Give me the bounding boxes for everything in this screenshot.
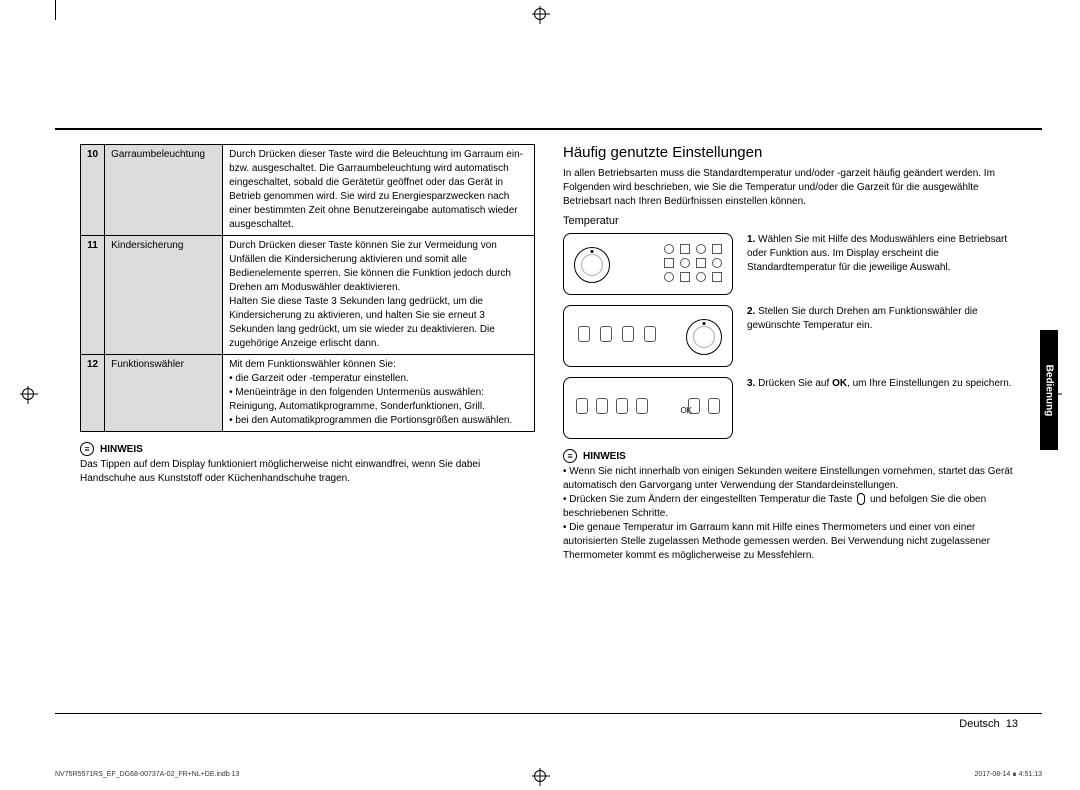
hinweis-text: Das Tippen auf dem Display funktioniert … <box>80 458 535 486</box>
step-number: 1. <box>747 234 755 245</box>
hinweis-heading: ≡ HINWEIS <box>80 442 535 456</box>
side-tab: Bedienung <box>1040 330 1058 450</box>
hinweis-label: HINWEIS <box>100 444 143 455</box>
register-mark-left <box>22 388 34 400</box>
section-heading: Häufig genutzte Einstellungen <box>563 144 1018 161</box>
display-icons <box>664 244 722 282</box>
row-number: 10 <box>81 145 105 236</box>
table-row: 11 Kindersicherung Durch Drücken dieser … <box>81 236 535 355</box>
page-columns: 10 Garraumbeleuchtung Durch Drücken dies… <box>80 144 1018 704</box>
thermometer-icon <box>857 493 865 505</box>
function-dial-icon <box>686 319 722 355</box>
row-number: 12 <box>81 355 105 432</box>
button-icons <box>576 398 648 414</box>
hinweis-heading: ≡ HINWEIS <box>563 449 1018 463</box>
button-icons <box>578 326 656 342</box>
step-body-pre: Drücken Sie auf <box>758 378 832 389</box>
note-icon: ≡ <box>563 449 577 463</box>
step-text: 1. Wählen Sie mit Hilfe des Moduswählers… <box>747 233 1018 275</box>
row-label: Funktionswähler <box>105 355 223 432</box>
table-row: 12 Funktionswähler Mit dem Funktionswähl… <box>81 355 535 432</box>
step-text: 2. Stellen Sie durch Drehen am Funktions… <box>747 305 1018 333</box>
control-panel-illustration <box>563 305 733 367</box>
controls-table: 10 Garraumbeleuchtung Durch Drücken dies… <box>80 144 535 432</box>
print-job-name: NV75R5571RS_EF_DG68-00737A-02_FR+NL+DE.i… <box>55 771 239 778</box>
button-icons <box>688 398 720 414</box>
step-row: 1. Wählen Sie mit Hilfe des Moduswählers… <box>563 233 1018 295</box>
control-panel-illustration: OK <box>563 377 733 439</box>
register-mark-bottom <box>534 770 546 782</box>
page-top-rule <box>55 128 1042 130</box>
list-item: Die genaue Temperatur im Garraum kann mi… <box>563 521 1018 563</box>
bullet-pre: Drücken Sie zum Ändern der eingestellten… <box>569 494 855 505</box>
list-item: bei den Automatikprogrammen die Portions… <box>229 414 528 428</box>
table-row: 10 Garraumbeleuchtung Durch Drücken dies… <box>81 145 535 236</box>
step-body: Stellen Sie durch Drehen am Funktionswäh… <box>747 306 978 331</box>
row-desc: Durch Drücken dieser Taste wird die Bele… <box>223 145 535 236</box>
footer-lang: Deutsch <box>959 718 999 730</box>
list-item: Menüeinträge in den folgenden Untermenüs… <box>229 386 528 414</box>
mode-dial-icon <box>574 247 610 283</box>
left-column: 10 Garraumbeleuchtung Durch Drücken dies… <box>80 144 535 704</box>
subheading-temperatur: Temperatur <box>563 215 1018 227</box>
step-body-post: , um Ihre Einstellungen zu speichern. <box>847 378 1012 389</box>
register-mark-top <box>534 8 546 20</box>
section-intro: In allen Betriebsarten muss die Standard… <box>563 167 1018 209</box>
ok-bold: OK <box>832 378 847 389</box>
right-column: Häufig genutzte Einstellungen In allen B… <box>563 144 1018 704</box>
row-desc: Durch Drücken dieser Taste können Sie zu… <box>223 236 535 355</box>
row-label: Garraumbeleuchtung <box>105 145 223 236</box>
footer-page-num: 13 <box>1006 718 1018 730</box>
page-bottom-rule <box>55 713 1042 714</box>
print-timestamp: 2017-08-14 ∎ 4:51:13 <box>974 770 1042 778</box>
step-number: 3. <box>747 378 755 389</box>
control-panel-illustration <box>563 233 733 295</box>
list-item: die Garzeit oder -temperatur einstellen. <box>229 372 528 386</box>
list-item: Drücken Sie zum Ändern der eingestellten… <box>563 493 1018 521</box>
step-body: Wählen Sie mit Hilfe des Moduswählers ei… <box>747 234 1007 273</box>
hinweis-label: HINWEIS <box>583 451 626 462</box>
step-row: OK 3. Drücken Sie auf OK, um Ihre Einste… <box>563 377 1018 439</box>
list-item: Wenn Sie nicht innerhalb von einigen Sek… <box>563 465 1018 493</box>
note-icon: ≡ <box>80 442 94 456</box>
row-intro: Mit dem Funktionswähler können Sie: <box>229 359 396 370</box>
row-bullets: die Garzeit oder -temperatur einstellen.… <box>229 372 528 428</box>
row-number: 11 <box>81 236 105 355</box>
side-tab-label: Bedienung <box>1044 364 1055 416</box>
step-number: 2. <box>747 306 755 317</box>
row-desc: Mit dem Funktionswähler können Sie: die … <box>223 355 535 432</box>
step-row: 2. Stellen Sie durch Drehen am Funktions… <box>563 305 1018 367</box>
step-text: 3. Drücken Sie auf OK, um Ihre Einstellu… <box>747 377 1012 391</box>
page-footer: Deutsch 13 <box>959 718 1018 730</box>
crop-mark <box>55 0 56 20</box>
row-label: Kindersicherung <box>105 236 223 355</box>
hinweis-bullets: Wenn Sie nicht innerhalb von einigen Sek… <box>563 465 1018 563</box>
